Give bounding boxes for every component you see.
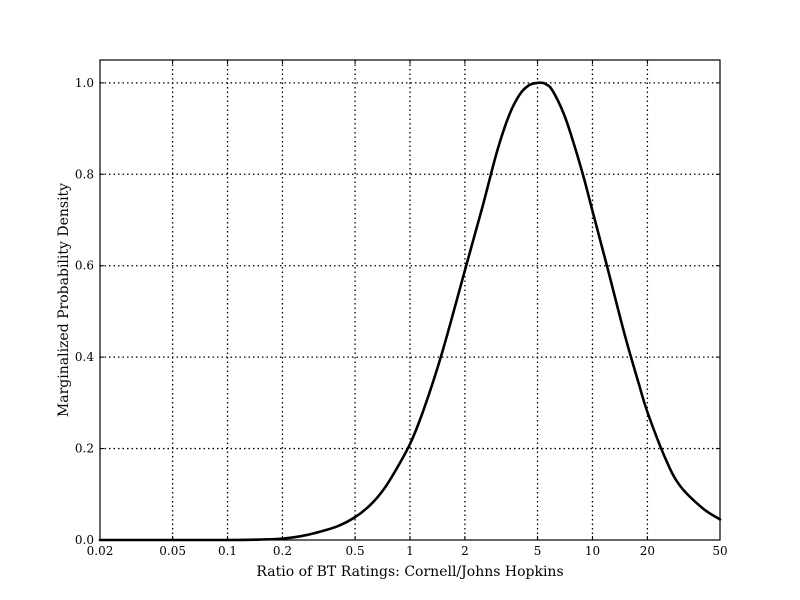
x-tick-label: 0.2: [273, 544, 292, 558]
tick-marks: [99, 60, 721, 541]
y-tick-label: 1.0: [75, 76, 94, 90]
x-tick-label: 0.02: [87, 544, 114, 558]
x-tick-label: 50: [712, 544, 727, 558]
density-curve: [98, 81, 722, 542]
x-axis-tick-labels: 0.02 0.05 0.1 0.2 0.5 1 2 5 10 20 50: [87, 544, 728, 558]
x-tick-label: 0.5: [346, 544, 365, 558]
x-tick-label: 0.1: [218, 544, 237, 558]
x-tick-label: 20: [640, 544, 655, 558]
y-axis-tick-labels: 0.0 0.2 0.4 0.6 0.8 1.0: [75, 76, 94, 547]
x-tick-label: 5: [534, 544, 542, 558]
y-axis-label: Marginalized Probability Density: [56, 183, 72, 417]
x-tick-label: 1: [406, 544, 414, 558]
grid: [100, 60, 720, 540]
x-tick-label: 2: [461, 544, 469, 558]
x-tick-label: 10: [585, 544, 600, 558]
y-tick-label: 0.8: [75, 167, 94, 181]
x-tick-label: 0.05: [159, 544, 186, 558]
y-tick-label: 0.2: [75, 442, 94, 456]
y-tick-label: 0.0: [75, 533, 94, 547]
y-tick-label: 0.6: [75, 259, 94, 273]
x-axis-label: Ratio of BT Ratings: Cornell/Johns Hopki…: [256, 564, 563, 580]
y-tick-label: 0.4: [75, 350, 94, 364]
plot-area: [98, 81, 722, 542]
